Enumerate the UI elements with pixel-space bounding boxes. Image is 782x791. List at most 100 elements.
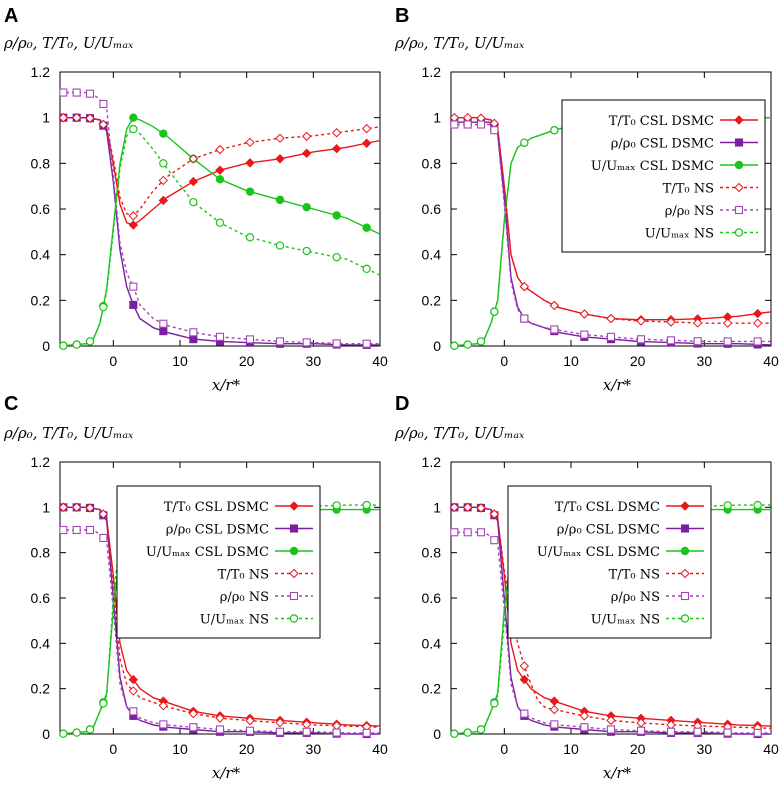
legend-swatch-marker	[734, 182, 744, 193]
data-point-U_ns	[72, 728, 81, 737]
data-point-rho_dsmc	[189, 335, 198, 344]
panel-letter: A	[4, 5, 18, 27]
data-point-T_ns	[158, 175, 169, 186]
legend-swatch-marker	[289, 591, 299, 601]
y-tick-label: 0.8	[422, 545, 442, 561]
data-point-rho_ns	[693, 337, 702, 346]
data-point-U_ns	[85, 725, 95, 734]
x-tick-label: 20	[239, 353, 255, 369]
data-point-rho_ns	[72, 525, 81, 535]
data-point-T_ns	[301, 131, 312, 142]
data-point-T_ns	[692, 318, 703, 328]
data-point-T_ns	[549, 300, 560, 311]
y-tick-label: 0.2	[31, 681, 51, 697]
data-point-U_ns	[450, 729, 459, 738]
legend-swatch-marker	[289, 524, 299, 533]
chart-panel-d: Dρ/ρ₀, T/T₀, U/Uₘₐₓ 0 0.2 0.4 0.6 0.8 1 1.2 0 10 2…	[394, 393, 779, 782]
legend-label: U/Uₘₐₓ NS	[200, 613, 269, 628]
data-point-U_dsmc	[275, 195, 285, 205]
chart-panel-a: Aρ/ρ₀, T/T₀, U/Uₘₐₓ 0 0.2 0.4 0.6 0.8 1 1.2 0 10 2…	[3, 5, 388, 394]
data-point-rho_ns	[606, 725, 616, 734]
x-tick-label: 20	[630, 353, 646, 369]
data-point-T_ns	[476, 503, 486, 513]
series-line-U_ns	[450, 116, 771, 347]
data-point-rho_ns	[666, 336, 676, 345]
legend-swatch-marker	[680, 546, 690, 556]
data-point-rho_ns	[245, 335, 255, 344]
legend-label: ρ/ρ₀ CSL DSMC	[166, 523, 269, 538]
data-point-U_ns	[490, 699, 499, 708]
data-point-U_ns	[490, 307, 499, 316]
x-tick-label: 40	[372, 353, 388, 369]
data-point-U_ns	[85, 337, 95, 346]
legend-swatch-marker	[680, 568, 690, 579]
data-point-U_ns	[463, 728, 472, 737]
data-point-U_ns	[275, 241, 285, 250]
data-point-T_ns	[519, 661, 530, 671]
legend-swatch-marker	[680, 591, 690, 601]
data-point-rho_ns	[476, 528, 486, 537]
data-point-U_ns	[129, 124, 138, 134]
data-point-U_dsmc	[362, 223, 371, 232]
legend-swatch-marker	[289, 568, 299, 579]
data-point-U_dsmc	[159, 129, 168, 138]
y-tick-label: 1	[433, 110, 441, 126]
x-tick-label: 20	[630, 741, 646, 757]
series-line-rho_ns	[60, 529, 380, 734]
series-line-T_ns	[60, 506, 381, 728]
data-point-rho_ns	[85, 525, 95, 535]
data-point-U_ns	[362, 500, 371, 510]
x-axis-label: x/r*	[603, 376, 632, 394]
x-tick-label: 30	[697, 741, 713, 757]
data-point-U_ns	[59, 341, 68, 350]
data-point-T_ns	[71, 502, 82, 513]
series-line-T_ns	[451, 506, 772, 729]
data-point-rho_ns	[85, 89, 95, 98]
legend-swatch-marker	[734, 115, 744, 125]
chart-panel-b: Bρ/ρ₀, T/T₀, U/Uₘₐₓ 0 0.2 0.4 0.6 0.8 1 1.2 0 10 2…	[394, 5, 779, 394]
data-point-U_ns	[332, 501, 341, 510]
panel-letter: D	[395, 393, 409, 415]
series-line-U_ns	[59, 128, 381, 347]
series-T_ns	[449, 502, 772, 733]
data-point-T_ns	[128, 686, 139, 696]
data-point-rho_ns	[129, 707, 138, 716]
x-axis-label: x/r*	[212, 764, 241, 782]
data-point-T_ns	[489, 509, 500, 519]
data-point-T_ns	[449, 502, 460, 513]
data-point-T_dsmc	[752, 308, 763, 319]
legend-label: ρ/ρ₀ NS	[220, 590, 269, 605]
data-point-T_ns	[549, 704, 560, 715]
data-point-U_ns	[550, 126, 559, 135]
data-point-T_ns	[606, 313, 616, 324]
data-point-T_ns	[58, 112, 69, 123]
data-point-T_ns	[188, 708, 199, 719]
series-T_ns	[449, 112, 771, 328]
data-point-rho_ns	[463, 120, 472, 129]
data-point-rho_ns	[490, 126, 499, 135]
y-tick-label: 0.6	[31, 201, 51, 217]
legend-label: T/T₀ NS	[663, 182, 714, 197]
legend-box	[116, 485, 321, 639]
data-point-U_ns	[476, 337, 486, 346]
data-point-T_ns	[722, 318, 733, 328]
data-point-rho_ns	[362, 728, 371, 737]
y-tick-label: 0.2	[422, 292, 442, 308]
y-tick-label: 0.8	[422, 155, 442, 171]
data-point-rho_ns	[580, 723, 589, 732]
y-axis-label: ρ/ρ₀, T/T₀, U/Uₘₐₓ	[394, 34, 525, 52]
y-tick-label: 0	[42, 338, 50, 354]
data-point-rho_ns	[520, 314, 529, 323]
data-point-U_dsmc	[332, 211, 341, 220]
data-point-T_ns	[58, 502, 69, 513]
data-point-U_ns	[302, 246, 311, 256]
data-point-rho_ns	[636, 335, 646, 344]
data-point-U_ns	[72, 340, 81, 349]
data-point-U_ns	[59, 729, 68, 738]
series-T_dsmc	[58, 112, 381, 230]
legend-label: ρ/ρ₀ CSL DSMC	[611, 137, 714, 152]
data-point-T_ns	[666, 317, 676, 327]
y-tick-label: 0.6	[31, 590, 51, 606]
x-tick-label: 30	[306, 741, 322, 757]
data-point-T_dsmc	[158, 195, 169, 206]
